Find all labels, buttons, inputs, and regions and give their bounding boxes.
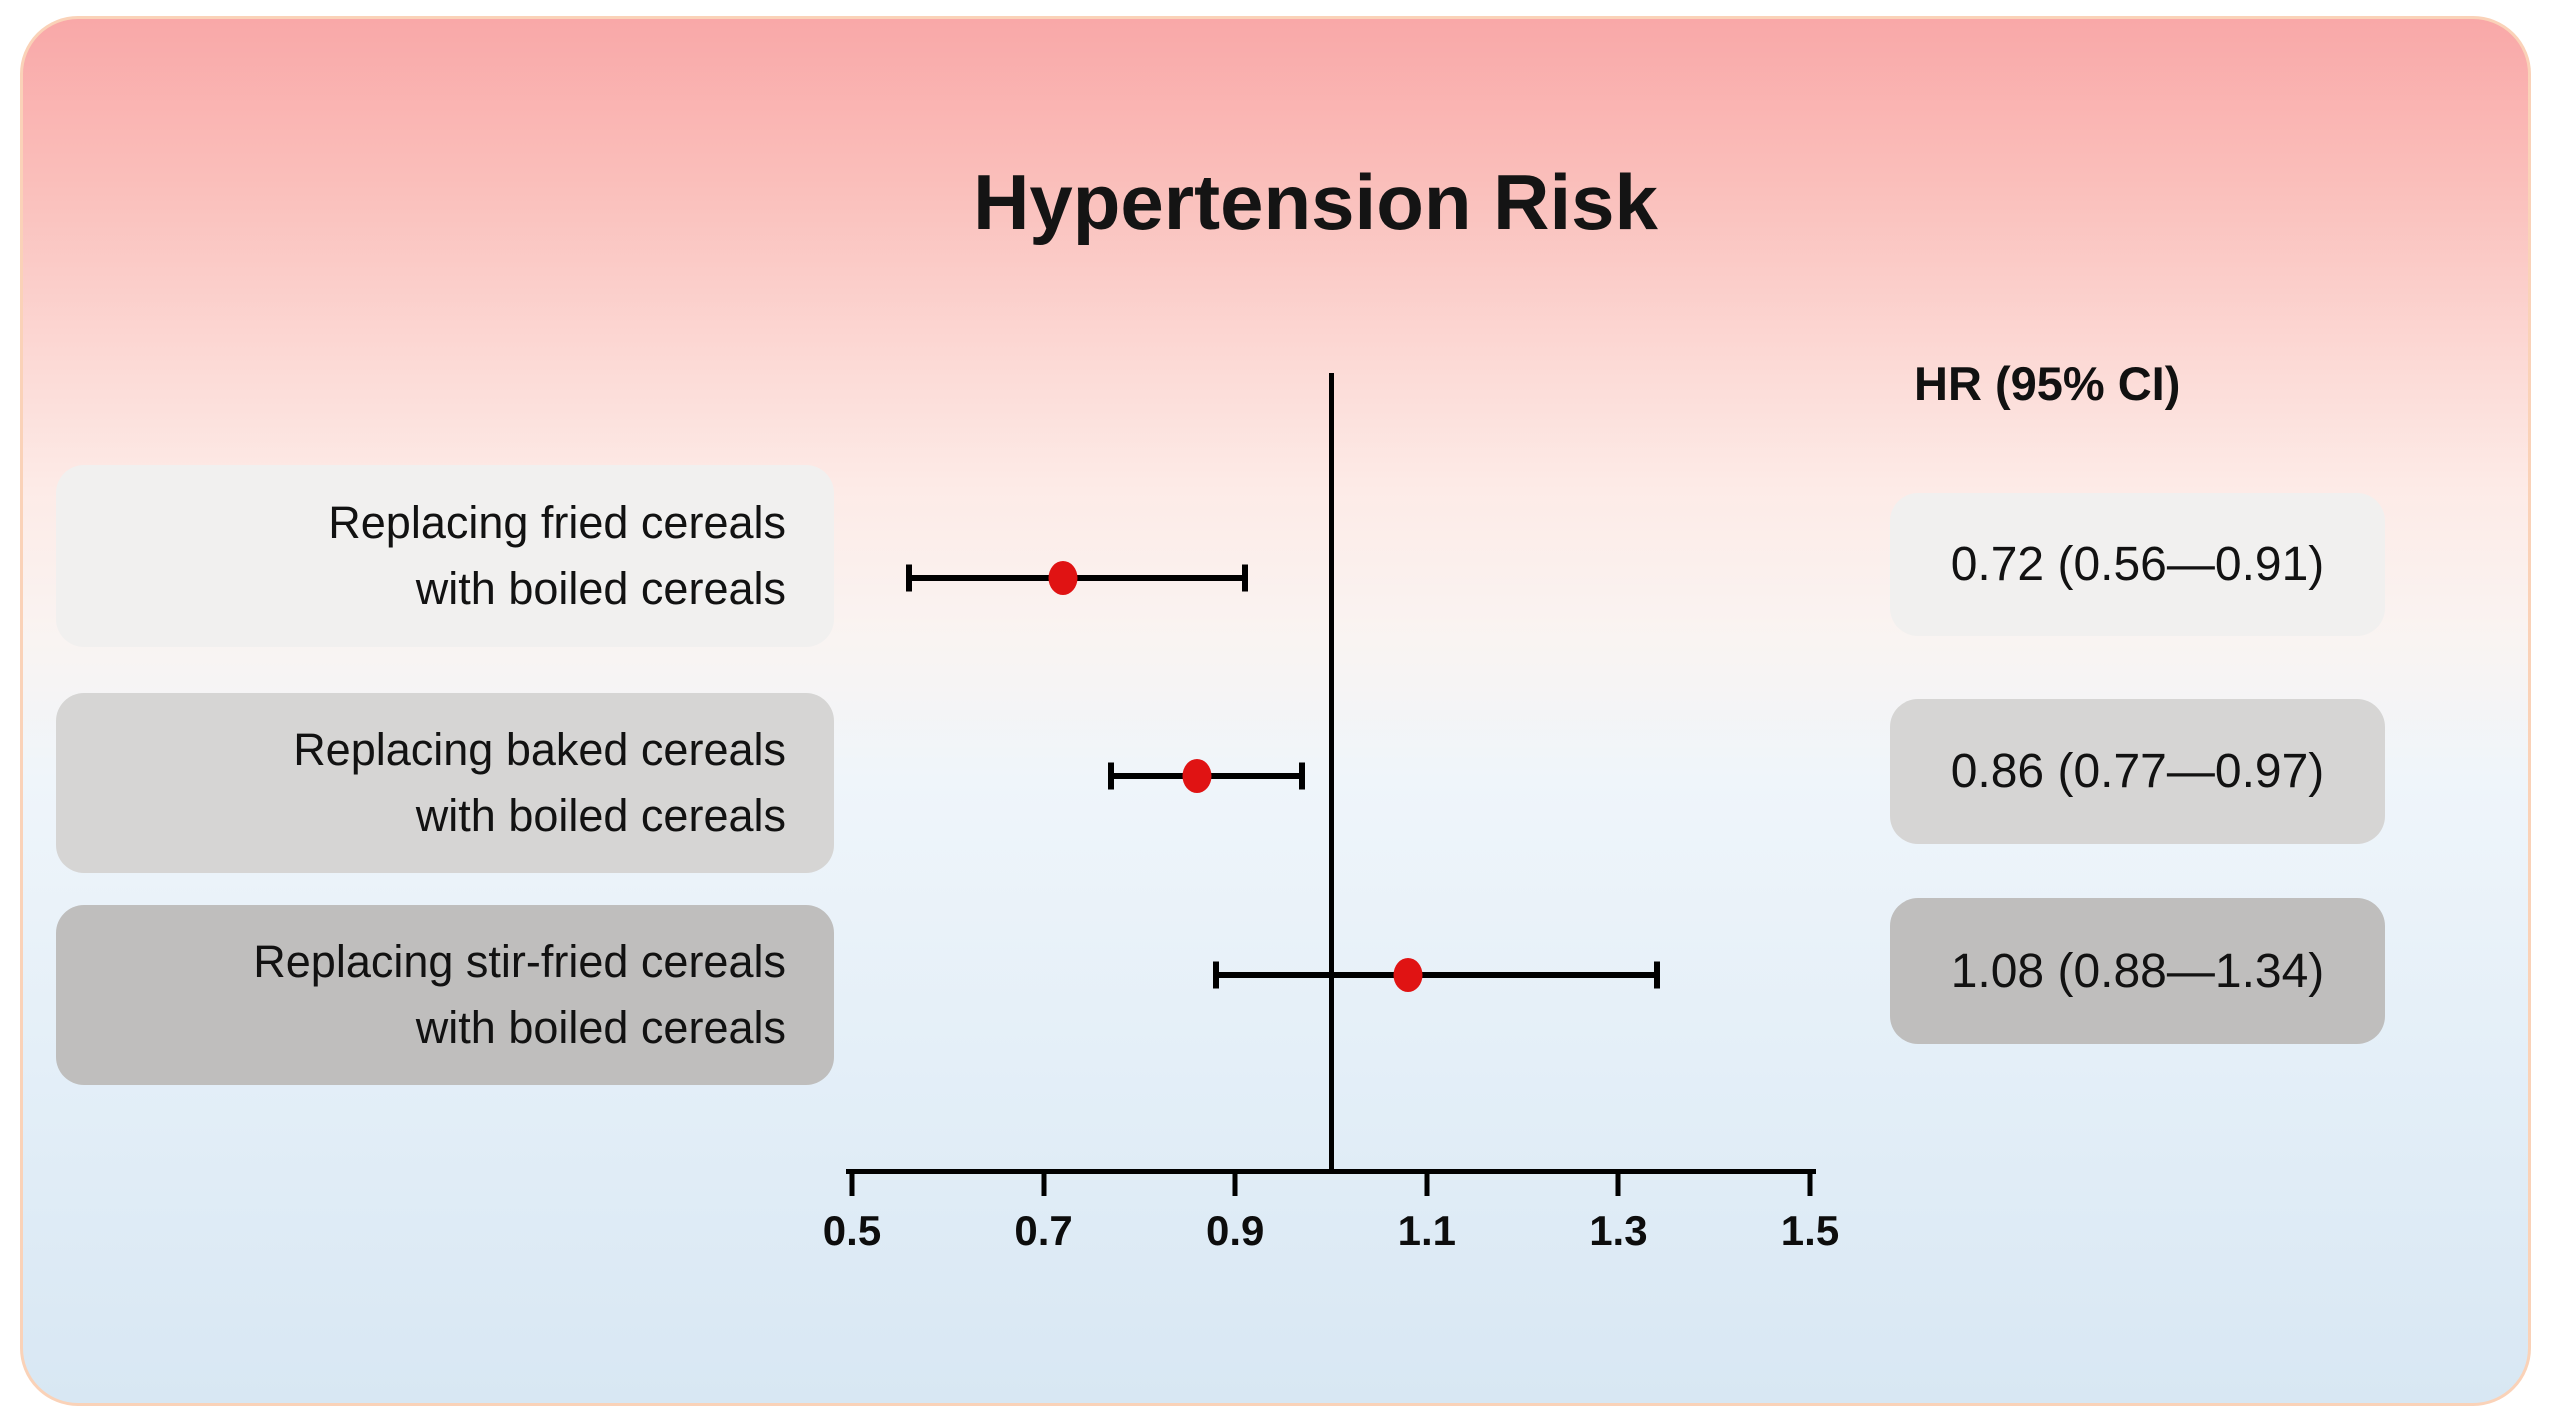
row-label-line: Replacing baked cereals (293, 724, 786, 775)
row-label-line: with boiled cereals (415, 1002, 786, 1053)
axis-tick-label: 0.7 (1014, 1207, 1073, 1254)
axis-tick-label: 1.5 (1780, 1207, 1840, 1254)
axis-tick-label: 1.1 (1397, 1207, 1456, 1254)
row-label-line: Replacing fried cereals (328, 497, 786, 548)
hr-value-box: 1.08 (0.88—1.34) (1890, 898, 2385, 1044)
point-estimate-dot (1048, 561, 1078, 595)
row-label-line: Replacing stir-fried cereals (253, 936, 786, 987)
hr-column-header: HR (95% CI) (1914, 357, 2181, 410)
point-estimate-dot (1393, 958, 1423, 992)
hr-value-box: 0.72 (0.56—0.91) (1890, 493, 2385, 636)
ci-cap-high (1653, 961, 1660, 989)
axis-tick (1615, 1169, 1621, 1196)
axis-tick (1041, 1169, 1047, 1196)
row-label-box: Replacing stir-fried cereals with boiled… (56, 905, 834, 1085)
forest-plot-card: Hypertension Risk HR (95% CI) Replacing … (20, 16, 2531, 1406)
axis-tick-label: 0.5 (822, 1207, 882, 1254)
ci-cap-low (1213, 961, 1220, 989)
hr-value-text: 0.72 (0.56—0.91) (1950, 538, 2325, 591)
axis-tick (1424, 1169, 1430, 1196)
ci-cap-high (1299, 762, 1306, 790)
hr-value-text: 0.86 (0.77—0.97) (1950, 745, 2325, 798)
row-label-box: Replacing baked cereals with boiled cere… (56, 693, 834, 873)
row-label-line: with boiled cereals (415, 563, 786, 614)
row-label-box: Replacing fried cereals with boiled cere… (56, 465, 834, 647)
row-label-line: with boiled cereals (415, 790, 786, 841)
chart-title: Hypertension Risk (973, 158, 1658, 246)
hr-value-box: 0.86 (0.77—0.97) (1890, 699, 2385, 844)
axis-tick-label: 0.9 (1205, 1207, 1265, 1254)
ci-line (1216, 972, 1657, 978)
reference-line (1328, 373, 1334, 1169)
hr-value-text: 1.08 (0.88—1.34) (1950, 944, 2325, 998)
axis-tick (1232, 1169, 1238, 1196)
ci-cap-high (1241, 564, 1248, 592)
axis-tick (849, 1169, 855, 1196)
ci-cap-low (1107, 762, 1114, 790)
point-estimate-dot (1182, 759, 1212, 793)
ci-cap-low (906, 564, 913, 592)
x-axis-line (846, 1169, 1816, 1174)
axis-tick-label: 1.3 (1589, 1207, 1648, 1254)
axis-tick (1807, 1169, 1813, 1196)
